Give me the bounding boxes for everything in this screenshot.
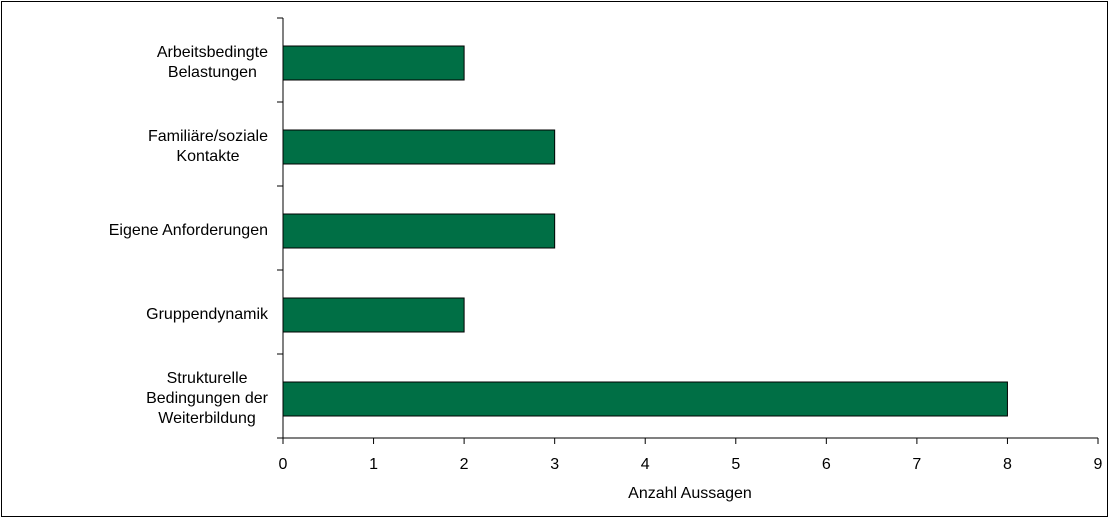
y-tick-label: Arbeitsbedingte Belastungen <box>156 44 268 81</box>
x-tick-label: 0 <box>279 456 288 473</box>
x-tick-label: 3 <box>550 456 559 473</box>
x-tick-label: 1 <box>369 456 378 473</box>
bar <box>282 45 465 81</box>
y-tick-label: Strukturelle Bedingungen der Weiterbildu… <box>146 370 268 427</box>
bar <box>282 213 556 249</box>
x-tick-label: 8 <box>1003 456 1012 473</box>
x-tick-label: 5 <box>731 456 740 473</box>
x-tick-label: 2 <box>460 456 469 473</box>
x-tick-label: 6 <box>822 456 831 473</box>
y-tick-label: Gruppendynamik <box>146 306 268 323</box>
x-tick-label: 9 <box>1094 456 1103 473</box>
x-axis-title: Anzahl Aussagen <box>628 485 752 502</box>
bar <box>282 381 1008 417</box>
x-tick-label: 4 <box>641 456 650 473</box>
x-tick-label: 7 <box>912 456 921 473</box>
y-tick-label: Familiäre/soziale Kontakte <box>147 128 268 165</box>
bar <box>282 129 556 165</box>
y-tick-label: Eigene Anforderungen <box>108 222 268 239</box>
bar <box>282 297 465 333</box>
